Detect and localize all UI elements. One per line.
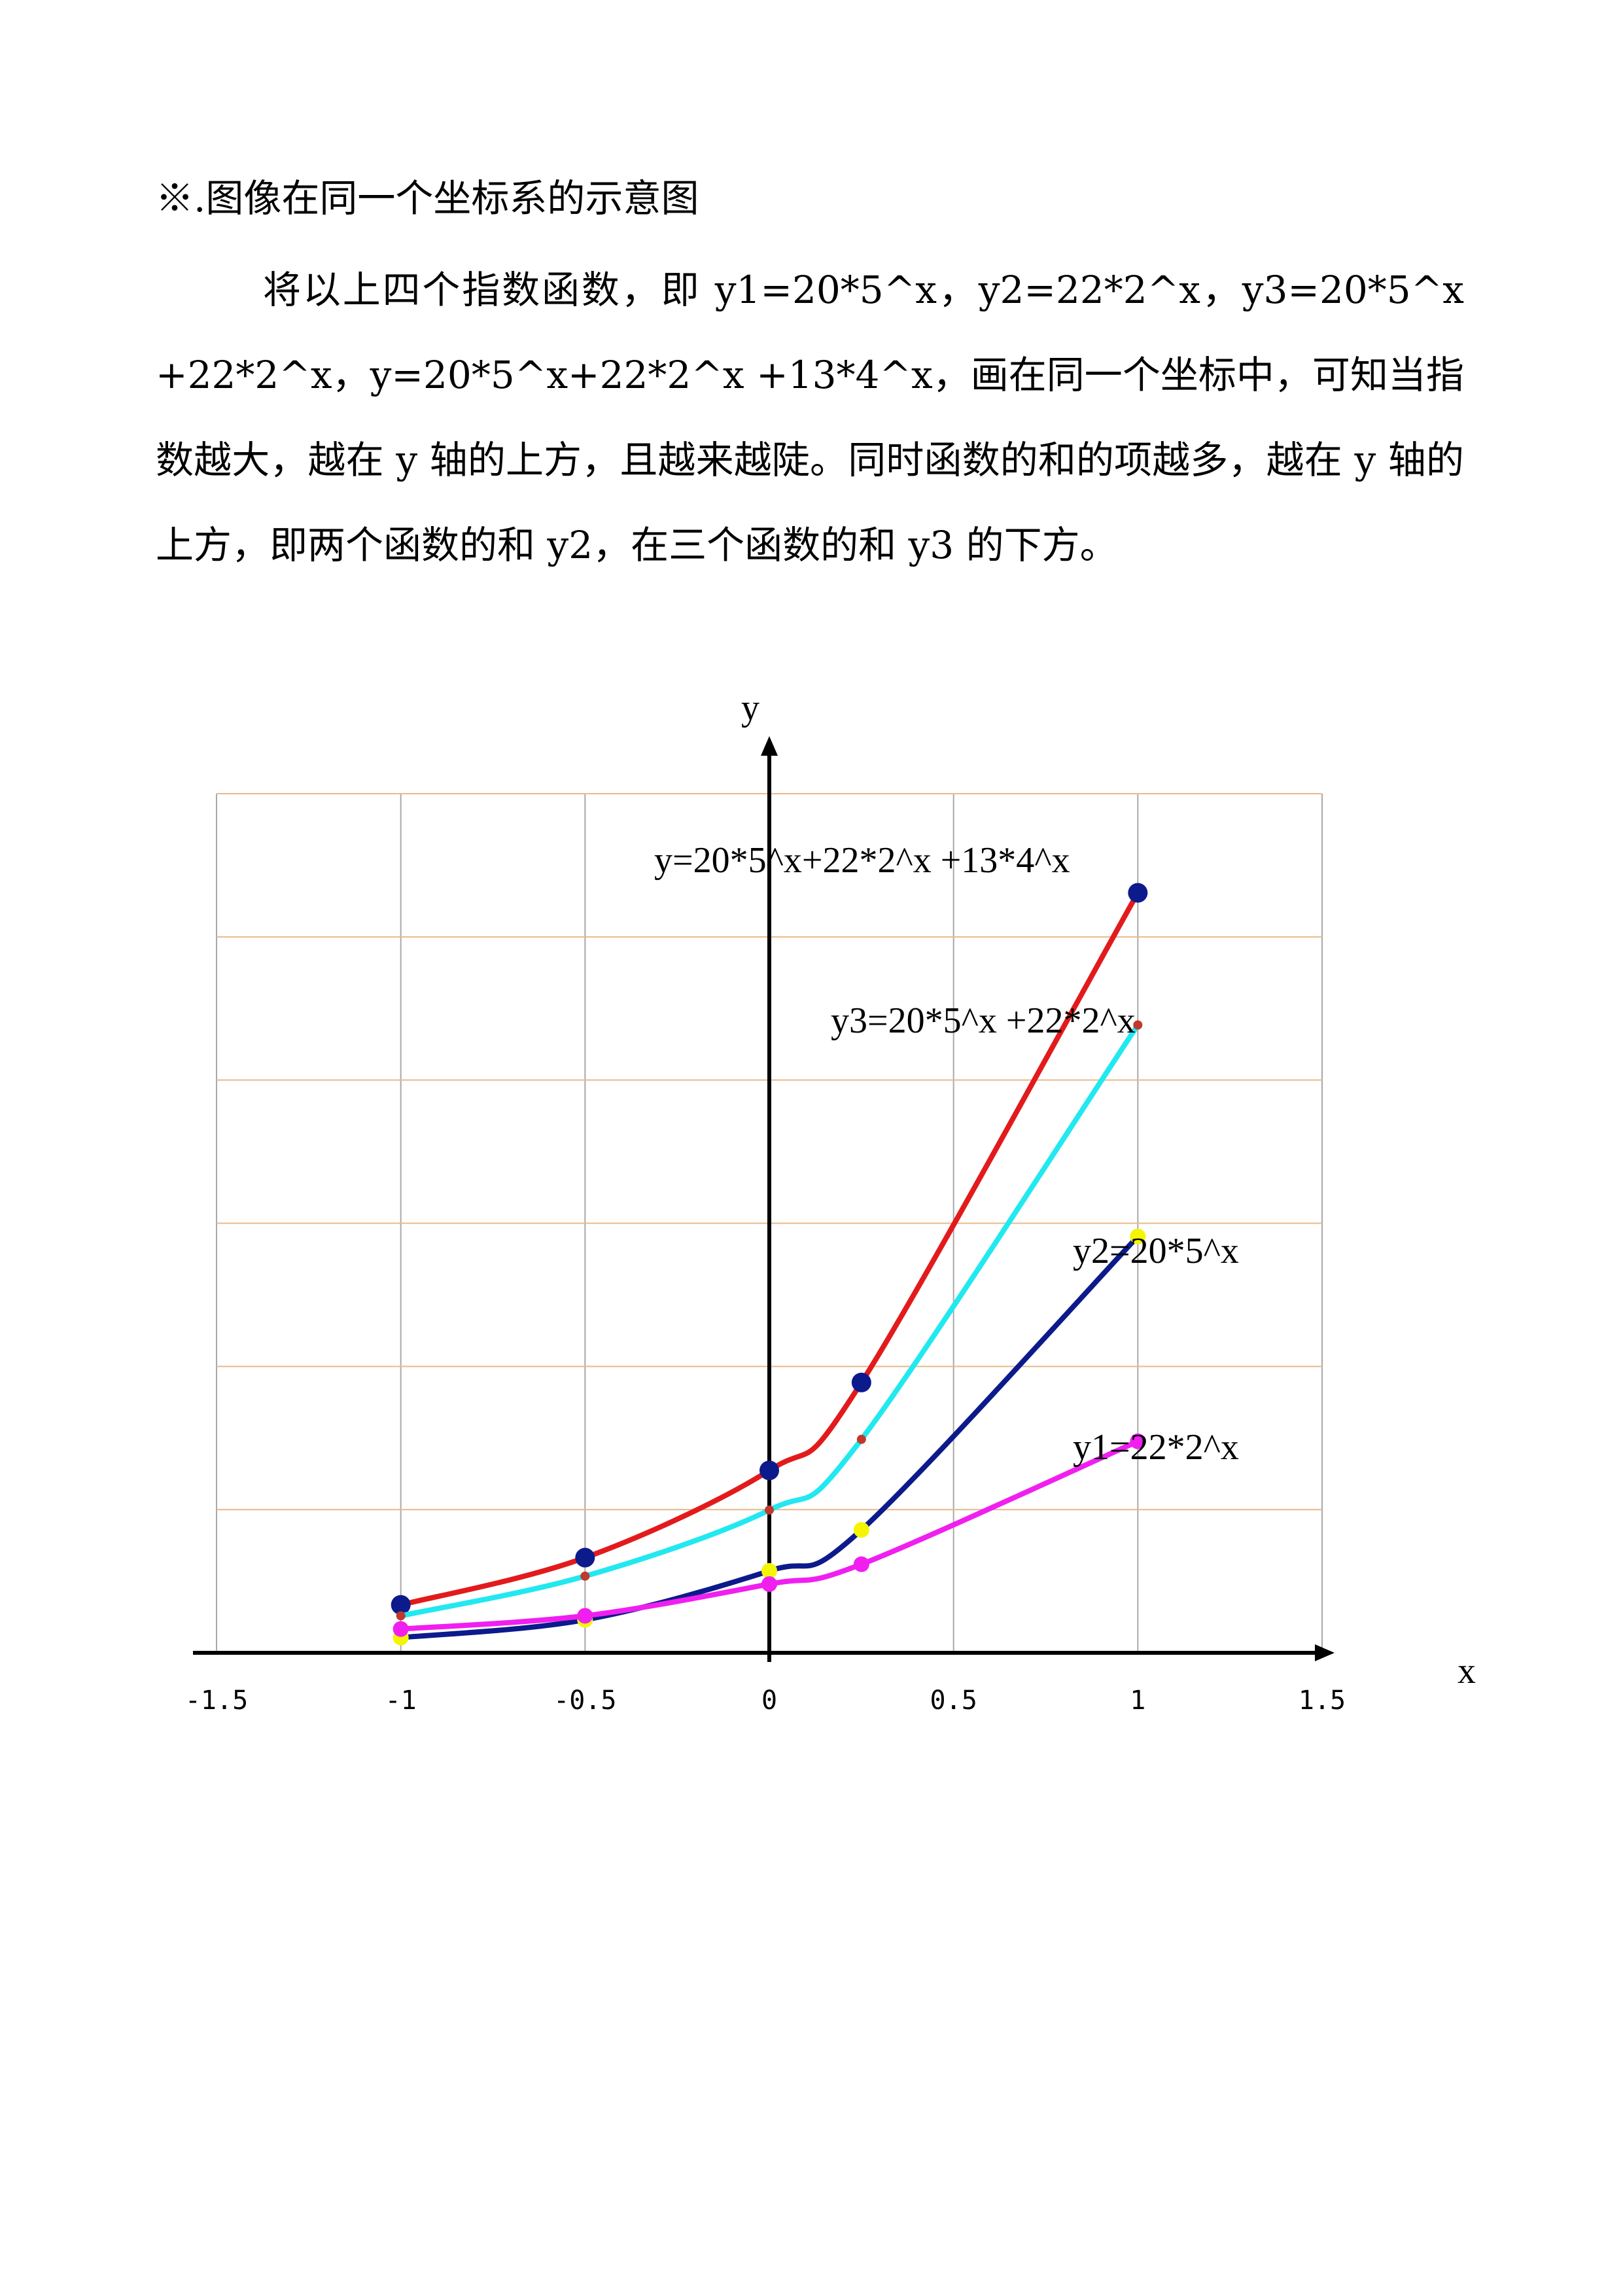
x-tick-label: -0.5 <box>553 1686 616 1716</box>
x-axis-label: x <box>1457 1651 1476 1691</box>
data-point <box>856 1434 866 1444</box>
data-point <box>580 1571 590 1581</box>
data-point <box>575 1547 595 1568</box>
data-point <box>396 1611 406 1621</box>
data-point <box>759 1460 779 1481</box>
data-point <box>391 1595 411 1615</box>
series-name-label: y1=22*2^x <box>1073 1427 1239 1468</box>
data-point <box>1128 883 1148 903</box>
data-point <box>1130 1228 1146 1245</box>
data-point <box>851 1372 871 1392</box>
x-tick-label: 0.5 <box>930 1686 977 1716</box>
chart-axes: xy <box>193 688 1476 1691</box>
y-axis-label: y <box>741 688 759 728</box>
data-point <box>393 1621 409 1637</box>
data-point <box>765 1505 774 1515</box>
x-tick-label: -1 <box>385 1686 417 1716</box>
series-name-label: y3=20*5^x +22*2^x <box>831 1000 1136 1041</box>
series-line <box>398 1233 1141 1640</box>
body-paragraph: 将以上四个指数函数，即 y1=20*5^x，y2=22*2^x，y3=20*5^… <box>156 268 1464 567</box>
series-name-label: y2=20*5^x <box>1073 1231 1239 1271</box>
series-line <box>398 1022 1141 1619</box>
chart-series-labels: y=20*5^x+22*2^x +13*4^x y3=20*5^x +22*2^x… <box>654 840 1239 1468</box>
data-point <box>1130 1433 1146 1449</box>
series-name-label: y=20*5^x+22*2^x +13*4^x <box>654 840 1070 881</box>
data-point <box>853 1556 869 1572</box>
data-point <box>761 1563 777 1579</box>
page-heading: ※.图像在同一个坐标系的示意图 <box>156 176 699 221</box>
x-tick-label: 1.5 <box>1299 1686 1346 1716</box>
x-tick-label: -1.5 <box>185 1686 248 1716</box>
chart-tick-labels: -1.5 -1 -0.5 0 0.5 1 1.5 <box>185 1686 1346 1716</box>
data-point <box>1133 1020 1143 1030</box>
data-point <box>577 1608 593 1624</box>
data-point <box>761 1576 777 1592</box>
x-tick-label: 0 <box>761 1686 777 1716</box>
y-axis-arrow <box>761 736 778 756</box>
x-axis-arrow <box>1315 1644 1335 1661</box>
data-point <box>853 1522 869 1538</box>
x-tick-label: 1 <box>1130 1686 1145 1716</box>
series-line <box>398 890 1141 1608</box>
chart-series <box>391 883 1148 1646</box>
